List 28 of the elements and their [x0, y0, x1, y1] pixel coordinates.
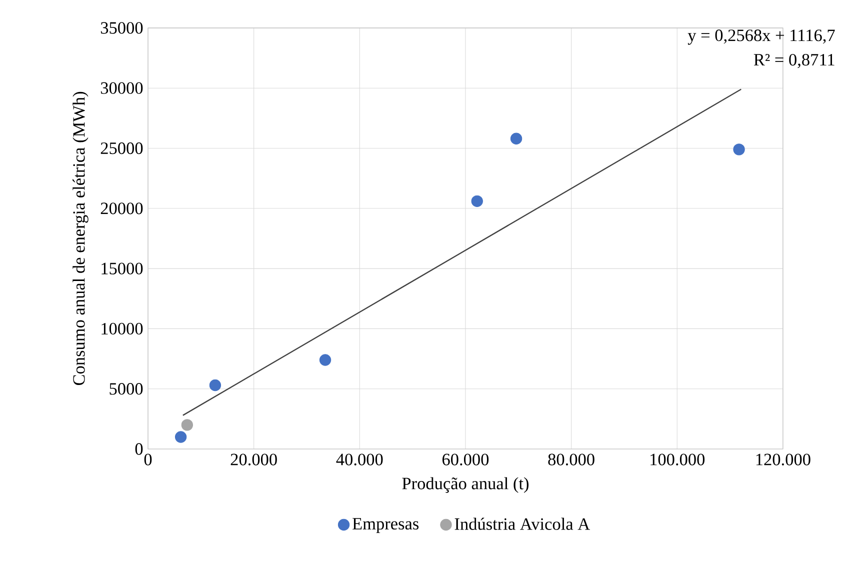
point	[181, 419, 193, 431]
y-tick-label: 10000	[102, 322, 143, 335]
x-tick-label: 20.000	[230, 454, 277, 466]
y-axis-title: Consumo anual de energia elétrica (MWh)	[72, 92, 88, 386]
legend-label: Empresas	[352, 518, 419, 534]
annotation: R² = 0,8711	[754, 54, 834, 68]
point	[174, 431, 187, 443]
y-tick-label: 30000	[100, 82, 143, 94]
point	[209, 379, 222, 392]
x-tick-label: 80.000	[548, 454, 594, 466]
x-tick-label: 120.000	[756, 454, 810, 466]
annotation: y = 0,2568x + 1116,7	[688, 30, 835, 45]
x-axis-title: Produção anual (t)	[402, 477, 529, 493]
x-tick-label: 40.000	[336, 454, 383, 466]
point	[510, 132, 522, 144]
legend-label: Indústria Avicola A	[454, 518, 590, 530]
y-tick-label: 15000	[102, 262, 143, 274]
y-tick-label: 20000	[100, 202, 143, 214]
point	[471, 195, 483, 208]
x-tick-label: 0	[144, 454, 152, 466]
point	[319, 354, 332, 366]
y-tick-label: 35000	[100, 22, 143, 34]
y-tick-label: 0	[135, 443, 143, 455]
y-tick-label: 25000	[100, 142, 143, 154]
y-tick-label: 5000	[110, 383, 143, 395]
x-tick-label: 100.000	[650, 454, 705, 466]
point	[733, 144, 745, 156]
x-tick-label: 60.000	[442, 454, 489, 466]
